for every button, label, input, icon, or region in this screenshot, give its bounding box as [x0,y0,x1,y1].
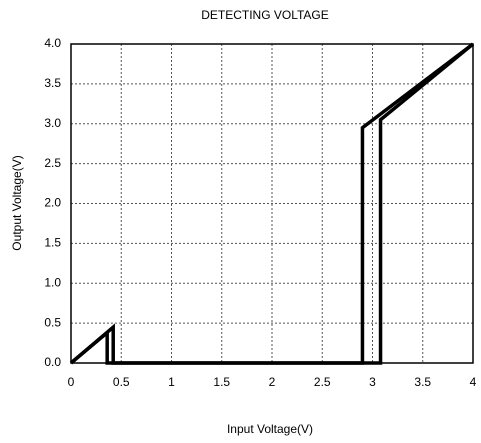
x-tick-label: 2.5 [314,375,331,389]
y-tick-label: 3.5 [44,76,61,90]
y-tick-label: 4.0 [44,36,61,50]
x-tick-label: 0 [68,375,75,389]
line [69,42,475,365]
x-tick-label: 1 [168,375,175,389]
x-tick-label: 3.5 [414,375,431,389]
x-tick-label: 2 [269,375,276,389]
y-tick-label: 2.5 [44,156,61,170]
x-axis-label: Input Voltage(V) [227,422,313,436]
y-axis-label: Output Voltage(V) [10,155,24,250]
y-tick-label: 0.0 [44,355,61,369]
y-tick-label: 3.0 [44,116,61,130]
x-tick-label: 0.5 [113,375,130,389]
y-tick-label: 0.5 [44,315,61,329]
x-tick-label: 4 [470,375,477,389]
x-tick-label: 3 [369,375,376,389]
y-tick-label: 2.0 [44,196,61,210]
chart-title: DETECTING VOLTAGE [201,8,329,22]
x-tick-label: 1.5 [213,375,230,389]
y-tick-label: 1.5 [44,236,61,250]
y-tick-label: 1.0 [44,275,61,289]
